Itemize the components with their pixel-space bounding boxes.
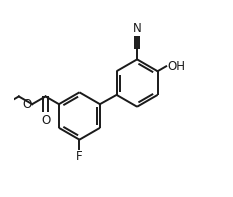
Text: O: O [22,98,31,111]
Text: O: O [41,113,50,126]
Text: OH: OH [167,60,185,73]
Text: F: F [76,150,83,163]
Text: N: N [133,22,141,35]
